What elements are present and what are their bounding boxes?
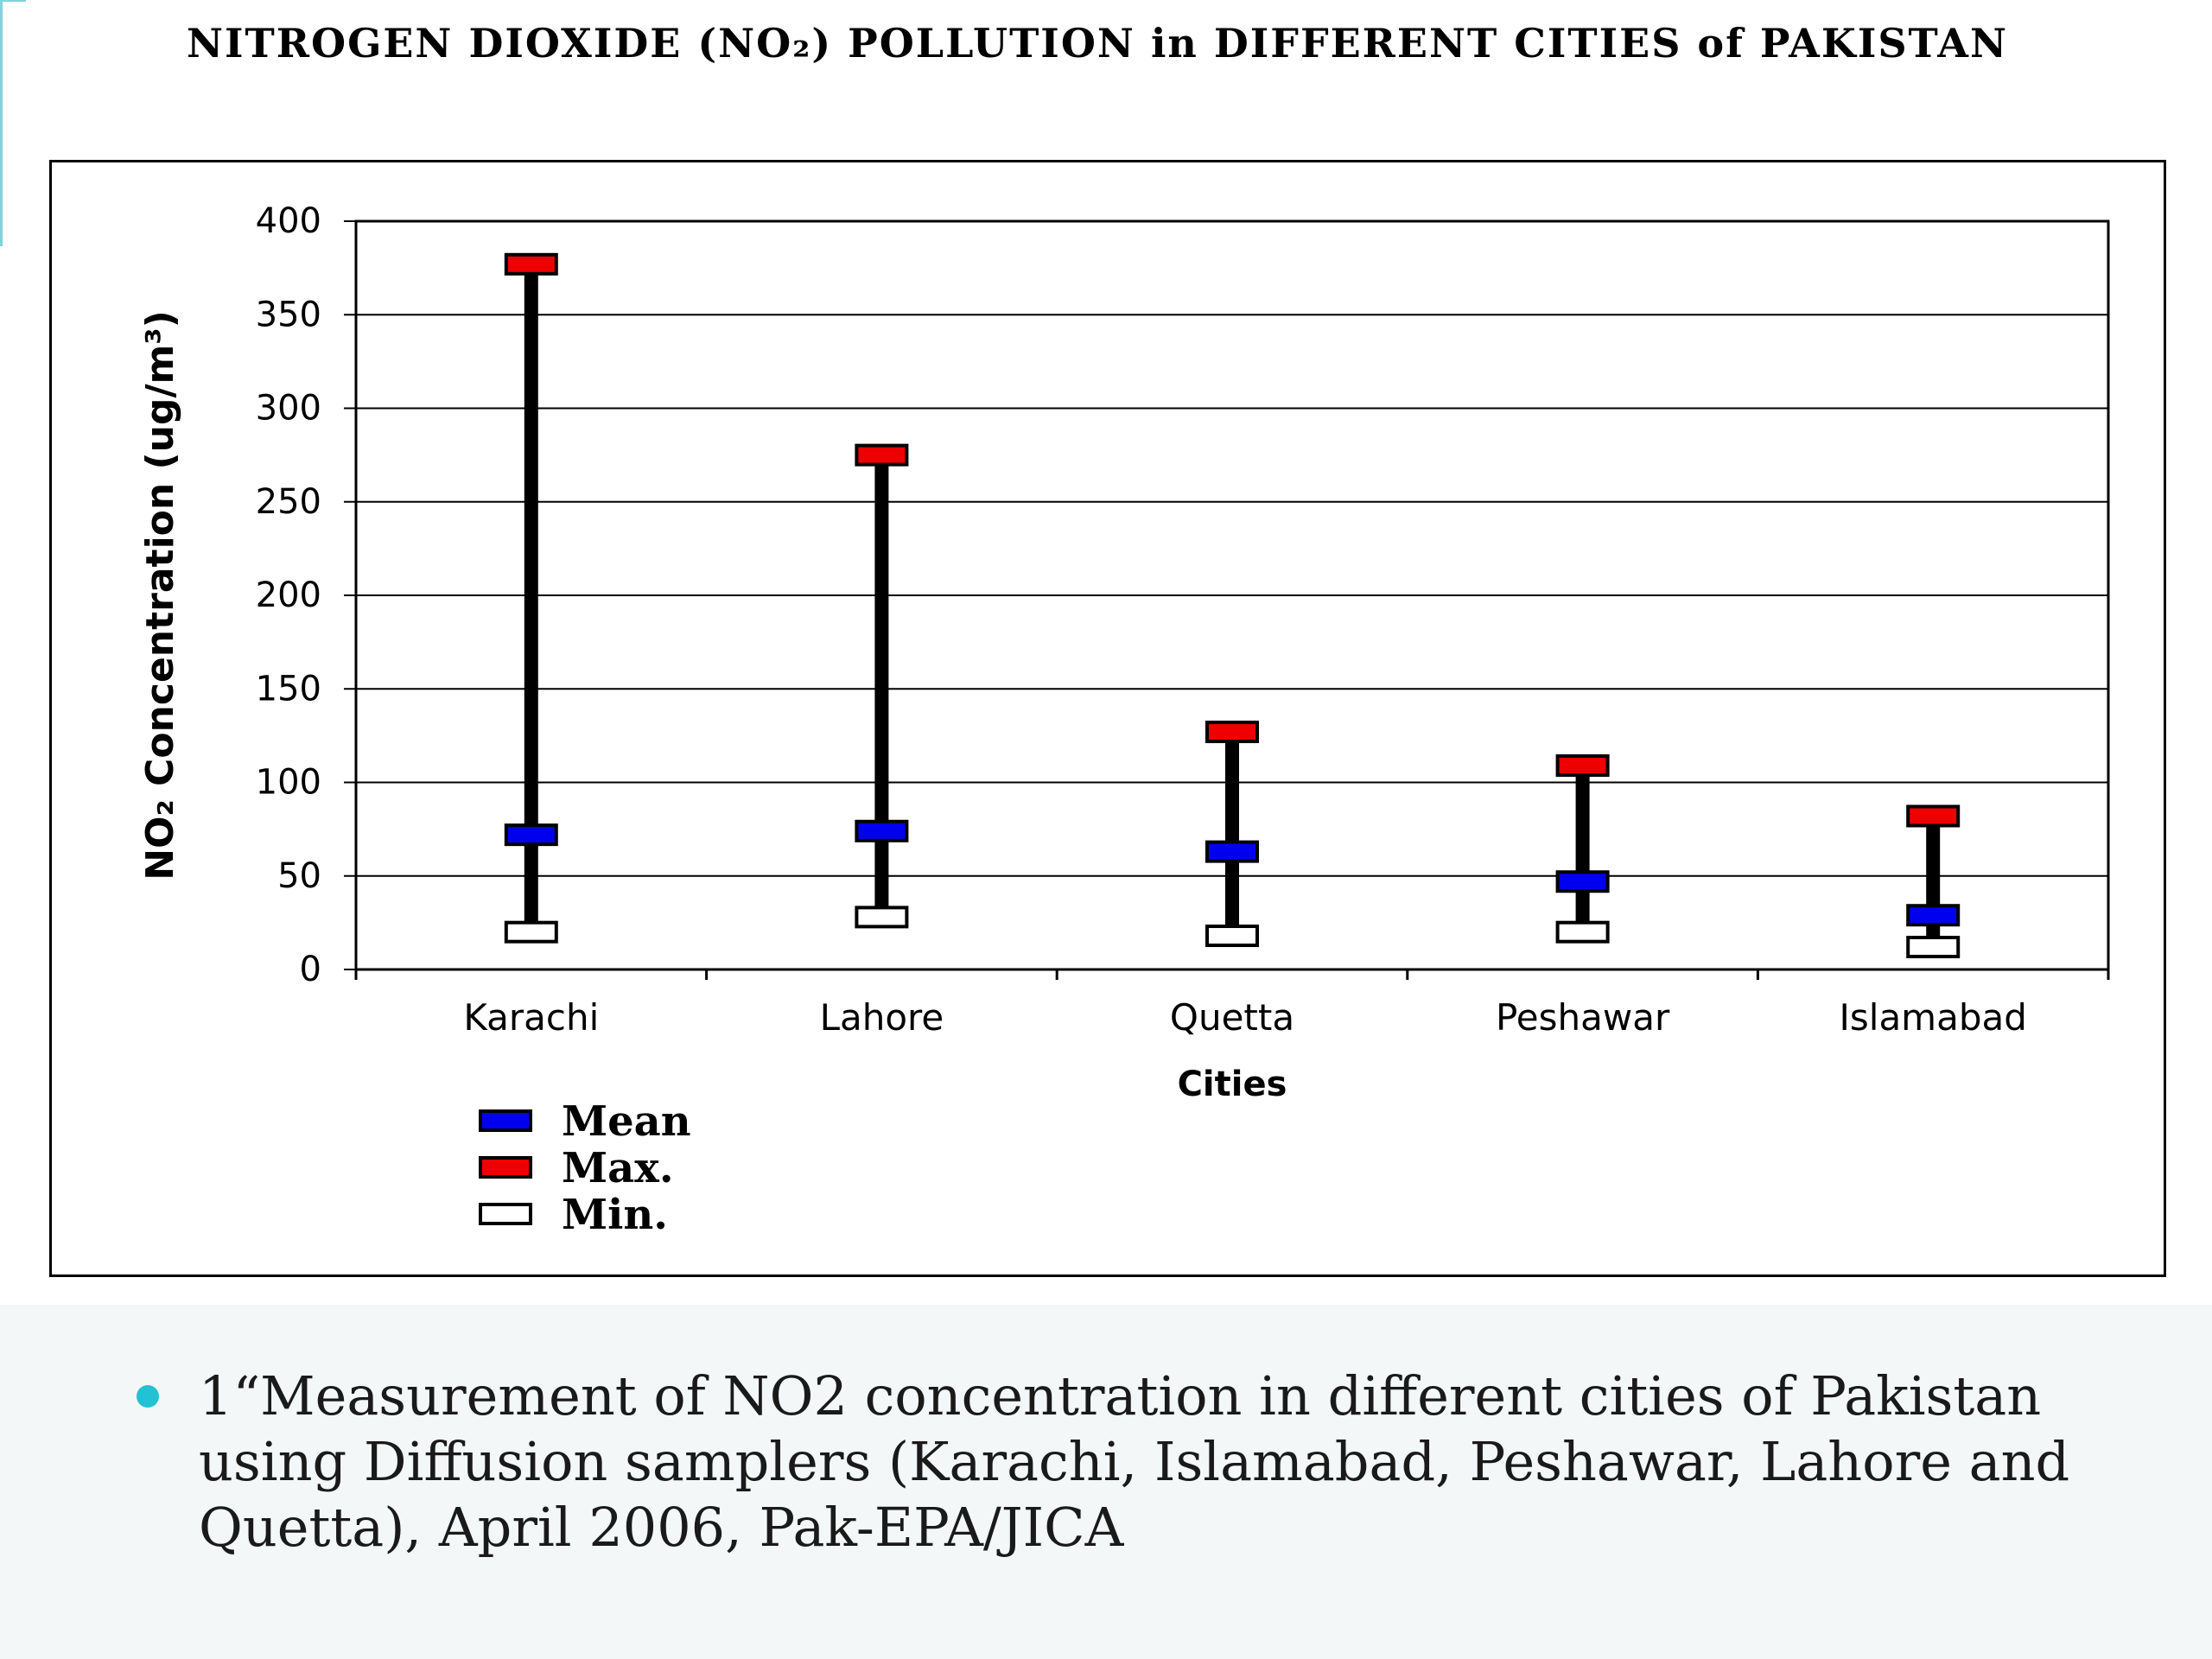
slide-accent-line — [0, 0, 3, 246]
marker-min — [1906, 936, 1961, 959]
marker-min — [1555, 920, 1610, 944]
y-tick-label: 300 — [256, 389, 321, 429]
y-tick-label: 250 — [256, 482, 321, 522]
marker-min — [855, 906, 909, 929]
chart-svg: 0 50 100 150 200 250 300 350 400 Karachi Lahore Que… — [138, 201, 2110, 1239]
x-axis-label: Cities — [1178, 1065, 1287, 1104]
legend-label-min: Min. — [562, 1191, 668, 1239]
marker-min — [1205, 925, 1259, 948]
marker-mean — [1205, 840, 1259, 863]
source-caption: 1“Measurement of NO2 concentration in di… — [199, 1364, 2070, 1559]
bullet-icon — [137, 1385, 159, 1408]
marker-max — [1205, 721, 1259, 744]
marker-max — [1555, 754, 1610, 778]
marker-mean — [504, 823, 558, 847]
chart-title: NITROGEN DIOXIDE (NO₂) POLLUTION in DIFF… — [186, 20, 2009, 67]
x-tick-label: Quetta — [1170, 996, 1294, 1039]
marker-mean — [855, 819, 909, 842]
legend-label-mean: Mean — [562, 1097, 691, 1146]
plot-area-border — [354, 219, 2110, 971]
legend-swatch-max — [479, 1156, 532, 1179]
legend-label-max: Max. — [562, 1144, 674, 1192]
y-tick-label: 150 — [256, 669, 321, 709]
y-axis-label: NO₂ Concentration (ug/m³) — [138, 310, 182, 880]
marker-mean — [1555, 870, 1610, 893]
x-tick-label: Islamabad — [1840, 996, 2027, 1039]
x-tick-label: Lahore — [820, 996, 944, 1039]
x-tick-label: Peshawar — [1496, 996, 1670, 1039]
y-tick-label: 200 — [256, 575, 321, 615]
y-tick-label: 350 — [256, 295, 321, 334]
y-tick-label: 100 — [256, 763, 321, 803]
legend-swatch-mean — [479, 1109, 532, 1132]
marker-mean — [1906, 904, 1961, 927]
x-tick-label: Karachi — [463, 996, 599, 1039]
marker-max — [1906, 804, 1961, 828]
legend-swatch-min — [479, 1203, 532, 1225]
y-tick-label: 50 — [277, 856, 321, 896]
chart-frame: 0 50 100 150 200 250 300 350 400 Karachi Lahore Que… — [49, 160, 2166, 1277]
slide-accent-line-top — [0, 0, 26, 2]
marker-min — [504, 920, 558, 944]
marker-max — [855, 443, 909, 467]
y-tick-label: 0 — [300, 950, 321, 989]
y-tick-label: 400 — [256, 201, 321, 241]
marker-max — [504, 252, 558, 276]
